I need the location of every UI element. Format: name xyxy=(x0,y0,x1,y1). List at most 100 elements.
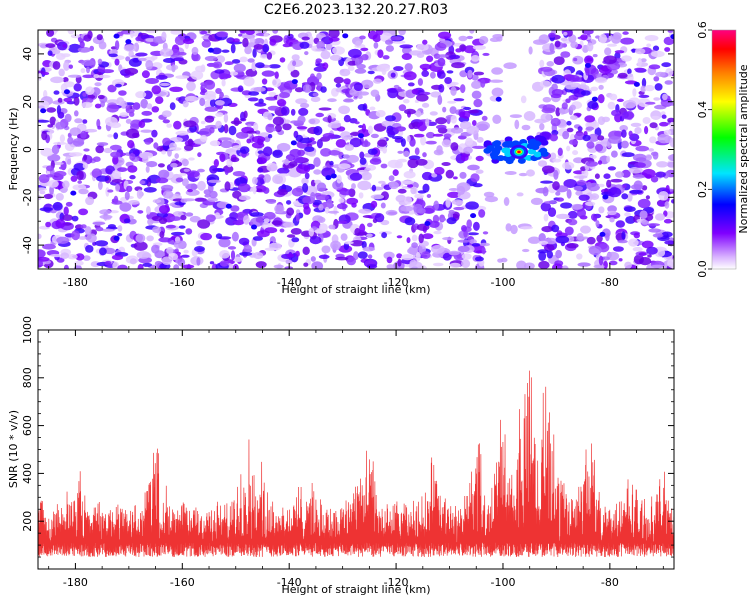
heatmap-cell xyxy=(267,105,280,111)
heatmap-cell xyxy=(158,237,172,243)
heatmap-cell xyxy=(549,152,557,160)
heatmap-cell xyxy=(447,191,461,198)
heatmap-cell xyxy=(215,112,224,117)
heatmap-cell xyxy=(135,233,146,243)
heatmap-cell xyxy=(633,180,643,191)
heatmap-cell xyxy=(470,173,480,183)
heatmap-cell xyxy=(577,262,591,267)
heatmap-cell xyxy=(282,43,292,48)
heatmap-cell xyxy=(606,210,617,216)
heatmap-cell xyxy=(609,93,618,101)
heatmap-cell xyxy=(261,78,268,85)
heatmap-cell xyxy=(587,100,599,109)
heatmap-cell xyxy=(317,216,326,223)
heatmap-cell xyxy=(603,55,617,64)
heatmap-cell xyxy=(664,47,671,52)
heatmap-cell xyxy=(147,218,154,226)
heatmap-cell xyxy=(290,120,300,124)
heatmap-cell xyxy=(271,220,283,226)
heatmap-cell xyxy=(239,251,253,256)
heatmap-cell xyxy=(46,30,55,37)
heatmap-cell xyxy=(450,115,457,124)
heatmap-cell xyxy=(354,121,360,125)
heatmap-cell xyxy=(621,111,635,120)
heatmap-cell xyxy=(330,173,337,179)
heatmap-cell xyxy=(418,244,426,254)
heatmap-cell xyxy=(491,87,504,97)
heatmap-cell xyxy=(641,240,654,249)
heatmap-cell xyxy=(528,46,533,55)
heatmap-cell xyxy=(580,225,591,234)
heatmap-cell xyxy=(152,226,162,234)
heatmap-cell xyxy=(272,116,284,126)
heatmap-cell xyxy=(514,119,520,130)
heatmap-cell xyxy=(204,80,216,90)
heatmap-x-axis-title: Height of straight line (km) xyxy=(281,283,430,296)
heatmap-cell xyxy=(277,173,290,177)
heatmap-cell xyxy=(580,34,588,41)
heatmap-cell xyxy=(309,236,322,245)
heatmap-cell xyxy=(151,244,160,254)
heatmap-cell xyxy=(232,220,241,224)
heatmap-cell xyxy=(667,154,674,161)
heatmap-cell xyxy=(256,157,267,165)
heatmap-cell xyxy=(209,126,215,134)
heatmap-cell xyxy=(231,59,241,64)
heatmap-cell xyxy=(204,115,215,123)
heatmap-cell xyxy=(180,198,188,203)
heatmap-cell xyxy=(547,207,557,217)
heatmap-cell xyxy=(71,215,79,222)
heatmap-cell xyxy=(46,107,57,113)
heatmap-cell xyxy=(248,91,260,96)
heatmap-cell xyxy=(549,133,558,142)
heatmap-cell xyxy=(251,142,265,149)
heatmap-cell xyxy=(621,231,626,240)
heatmap-cell xyxy=(550,117,561,127)
heatmap-cell xyxy=(103,147,113,154)
heatmap-cell xyxy=(404,63,413,72)
heatmap-cell xyxy=(253,44,264,50)
heatmap-cell xyxy=(171,64,176,73)
heatmap-cell xyxy=(588,245,602,256)
heatmap-cell xyxy=(113,235,120,241)
heatmap-cell xyxy=(460,154,469,162)
heatmap-cell xyxy=(268,92,277,97)
heatmap-cell xyxy=(106,104,119,113)
heatmap-cell xyxy=(118,90,127,96)
heatmap-cell xyxy=(200,232,213,241)
heatmap-cell xyxy=(70,175,78,182)
heatmap-cell xyxy=(38,233,42,239)
heatmap-cell xyxy=(213,159,219,168)
heatmap-cell xyxy=(359,157,367,165)
heatmap-cell xyxy=(451,62,465,69)
heatmap-cell xyxy=(311,261,324,269)
heatmap-cell xyxy=(78,236,87,240)
heatmap-cell xyxy=(624,212,631,217)
chart-title: C2E6.2023.132.20.27.R03 xyxy=(264,2,448,18)
snr-x-ticks: -180 -160 -140 -120 -100 -80 xyxy=(48,330,664,589)
heatmap-cell xyxy=(125,128,140,139)
heatmap-cell xyxy=(218,137,232,141)
heatmap-cell xyxy=(60,252,69,259)
heatmap-cell xyxy=(53,141,67,145)
heatmap-cell xyxy=(644,126,649,135)
heatmap-cell xyxy=(267,134,273,139)
heatmap-x-tick-label: -80 xyxy=(601,276,619,289)
heatmap-cell xyxy=(310,96,321,103)
heatmap-cell xyxy=(335,83,342,88)
heatmap-cell xyxy=(567,218,578,226)
heatmap-cell xyxy=(42,71,50,76)
heatmap-cell xyxy=(327,98,337,103)
heatmap-cell xyxy=(133,241,148,251)
heatmap-cell xyxy=(39,207,53,212)
heatmap-cell xyxy=(426,55,434,63)
heatmap-cell xyxy=(183,120,197,128)
heatmap-cell xyxy=(415,158,428,166)
heatmap-cell xyxy=(246,138,252,144)
heatmap-cell xyxy=(114,40,120,51)
heatmap-cell xyxy=(99,247,107,256)
heatmap-cell xyxy=(555,197,565,202)
heatmap-cell xyxy=(232,256,243,262)
heatmap-cell xyxy=(646,246,658,255)
heatmap-cell xyxy=(238,237,250,246)
